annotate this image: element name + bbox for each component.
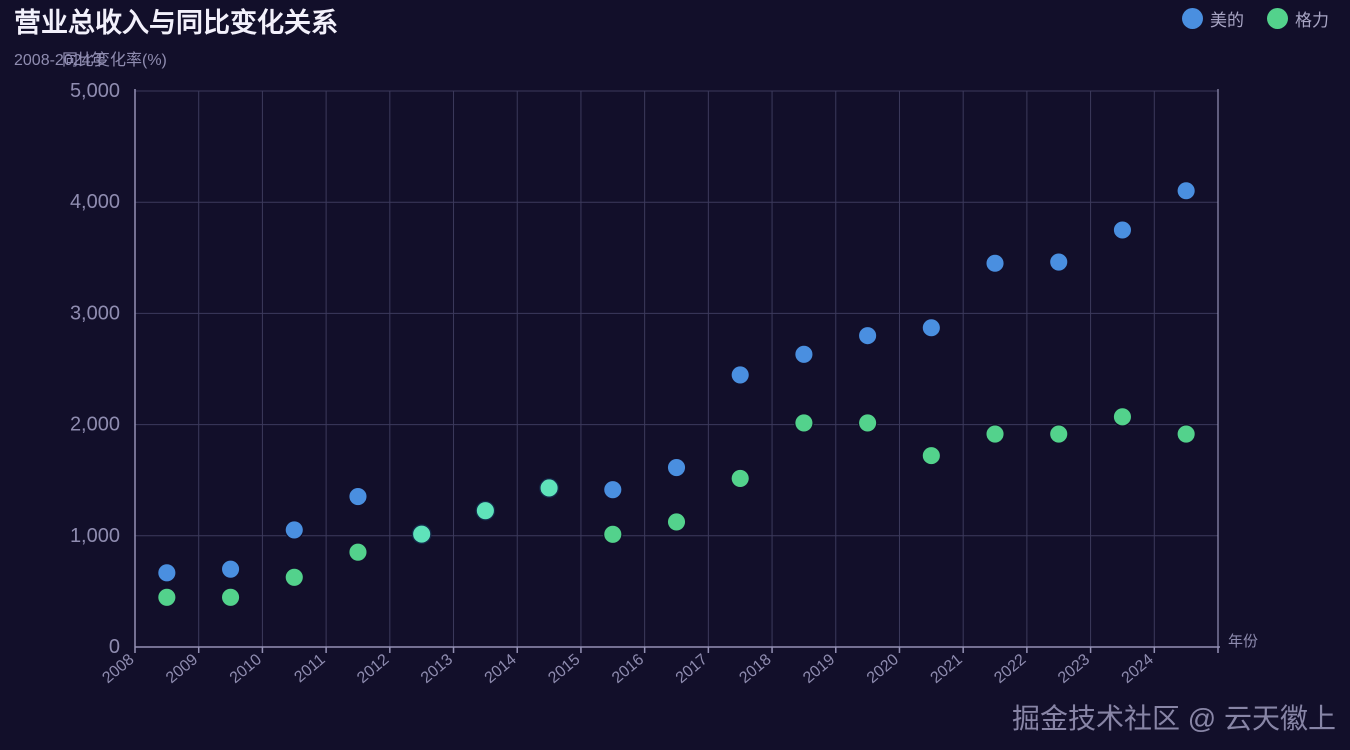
- svg-text:2014: 2014: [482, 651, 520, 687]
- svg-text:3,000: 3,000: [70, 302, 120, 324]
- svg-text:1,000: 1,000: [70, 525, 120, 547]
- svg-text:2015: 2015: [545, 651, 583, 687]
- svg-text:4,000: 4,000: [70, 191, 120, 213]
- svg-text:0: 0: [109, 636, 120, 658]
- svg-text:2022: 2022: [991, 651, 1029, 687]
- svg-text:2,000: 2,000: [70, 414, 120, 436]
- svg-text:2012: 2012: [354, 651, 392, 687]
- svg-text:2019: 2019: [800, 651, 838, 687]
- svg-text:2023: 2023: [1055, 651, 1093, 687]
- svg-text:2017: 2017: [673, 651, 711, 687]
- svg-text:2021: 2021: [928, 651, 966, 687]
- svg-text:2009: 2009: [163, 651, 201, 687]
- svg-text:2011: 2011: [291, 651, 328, 686]
- svg-text:2010: 2010: [227, 651, 265, 687]
- svg-text:2013: 2013: [418, 651, 456, 687]
- svg-text:2016: 2016: [609, 651, 647, 687]
- svg-text:2020: 2020: [864, 651, 902, 687]
- svg-text:2018: 2018: [736, 651, 774, 687]
- svg-text:5,000: 5,000: [70, 80, 120, 102]
- svg-text:2024: 2024: [1119, 651, 1157, 687]
